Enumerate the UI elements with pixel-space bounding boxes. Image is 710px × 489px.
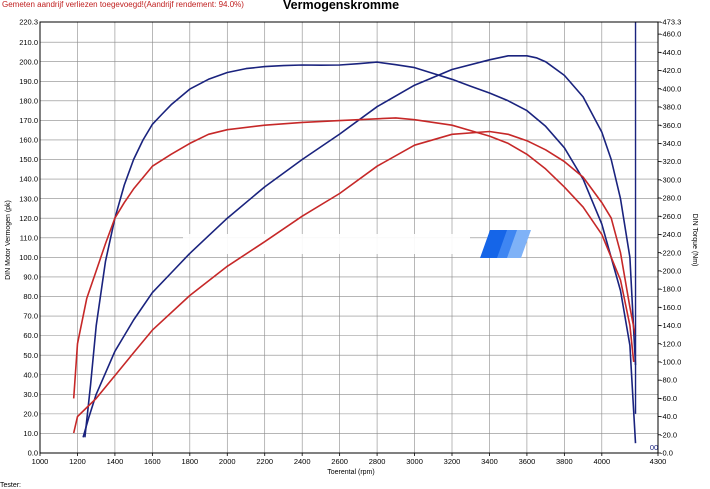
y-tick-label: 30.0: [23, 390, 38, 399]
y-tick-label: 130.0: [19, 194, 38, 203]
y2-tick-label: -0.0: [660, 449, 673, 458]
y2-tick-label: -40.0: [660, 412, 677, 421]
series-layer: [72, 22, 637, 444]
x-tick-label: 3000: [406, 457, 423, 466]
y-tick-label: 150.0: [19, 155, 38, 164]
tick-labels: 1000 1200 1400 1600 1800 2000 2200 2400 2600 2800…: [19, 18, 681, 466]
y-tick-label: 70.0: [23, 312, 38, 321]
y2-tick-label: -20.0: [660, 430, 677, 439]
y2-tick-label: -280.0: [660, 194, 681, 203]
x-tick-label: 1200: [69, 457, 86, 466]
y-tick-label: 60.0: [23, 331, 38, 340]
y2-tick-label: -300.0: [660, 175, 681, 184]
y-tick-label: 20.0: [23, 409, 38, 418]
y2-tick-label: -400.0: [660, 84, 681, 93]
y-tick-label: 190.0: [19, 77, 38, 86]
y2-tick-label: -420.0: [660, 66, 681, 75]
x-tick-label: 2000: [219, 457, 236, 466]
y-tick-label: 100.0: [19, 253, 38, 262]
y2-tick-label: -340.0: [660, 139, 681, 148]
power-curve-1: [82, 54, 637, 438]
power-curve-0: [84, 61, 637, 444]
y2-tick-label: -380.0: [660, 103, 681, 112]
axes: [39, 21, 661, 456]
y2-tick-label: -460.0: [660, 30, 681, 39]
torque-curve-3: [72, 130, 637, 434]
y-axis-label: DIN Motor Vermogen (pk): [5, 200, 12, 280]
y-tick-label: 180.0: [19, 96, 38, 105]
y2-tick-label: -473.3: [660, 18, 681, 27]
y-tick-label: 50.0: [23, 351, 38, 360]
y-tick-label: 160.0: [19, 136, 38, 145]
y2-tick-label: -160.0: [660, 303, 681, 312]
y2-tick-label: -120.0: [660, 339, 681, 348]
x-tick-label: 4000: [593, 457, 610, 466]
x-tick-label: 3400: [481, 457, 498, 466]
y2-tick-label: -180.0: [660, 285, 681, 294]
x-tick-label: 2400: [294, 457, 311, 466]
watermark-band: [183, 234, 470, 254]
torque-curve-2: [72, 117, 635, 399]
y-tick-label: 200.0: [19, 57, 38, 66]
x-tick-label: 1600: [144, 457, 161, 466]
y2-tick-label: -320.0: [660, 157, 681, 166]
y-tick-label: 80.0: [23, 292, 38, 301]
x-tick-label: 1400: [107, 457, 124, 466]
y2-axis-label: DIN Torque (Nm): [691, 214, 698, 267]
y2-tick-label: -360.0: [660, 121, 681, 130]
y2-tick-label: -260.0: [660, 212, 681, 221]
x-tick-label: 2200: [256, 457, 273, 466]
y-tick-label: 170.0: [19, 116, 38, 125]
watermark-stripe: [497, 230, 520, 258]
plot-frame: [39, 21, 659, 454]
y2-tick-label: -80.0: [660, 376, 677, 385]
drivetrain-loss-note: Gemeten aandrijf verliezen toegevoegd!(A…: [2, 0, 244, 9]
y2-tick-label: -60.0: [660, 394, 677, 403]
y2-tick-label: -240.0: [660, 230, 681, 239]
y-tick-label: 90.0: [23, 273, 38, 282]
chart-title: Vermogenskromme: [283, 0, 400, 12]
y2-tick-label: -220.0: [660, 248, 681, 257]
x-axis-label: Toerental (rpm): [327, 469, 374, 476]
y-tick-label: 120.0: [19, 214, 38, 223]
y2-tick-label: -140.0: [660, 321, 681, 330]
y-tick-label: 210.0: [19, 38, 38, 47]
y-tick-label: 110.0: [20, 233, 38, 242]
x-end-marker: 00: [650, 443, 658, 452]
y-tick-label: 10.0: [23, 429, 38, 438]
x-tick-label: 1000: [32, 457, 49, 466]
x-tick-label: 4300: [650, 457, 667, 466]
y-tick-label: 220.3: [19, 18, 38, 27]
x-tick-label: 1800: [181, 457, 198, 466]
x-tick-label: 2600: [331, 457, 348, 466]
watermark-logo: [183, 230, 531, 258]
y2-tick-label: -200.0: [660, 266, 681, 275]
y2-tick-label: -100.0: [660, 358, 681, 367]
y-tick-label: 0.0: [28, 449, 38, 458]
y-tick-label: 140.0: [19, 175, 38, 184]
tester-label: Tester:: [0, 482, 22, 489]
x-tick-label: 3800: [556, 457, 573, 466]
x-tick-label: 3600: [519, 457, 536, 466]
y2-tick-label: -440.0: [660, 48, 681, 57]
watermark-stripe: [507, 230, 531, 258]
y-tick-label: 40.0: [23, 370, 38, 379]
x-tick-label: 2800: [369, 457, 386, 466]
x-tick-label: 3200: [444, 457, 461, 466]
